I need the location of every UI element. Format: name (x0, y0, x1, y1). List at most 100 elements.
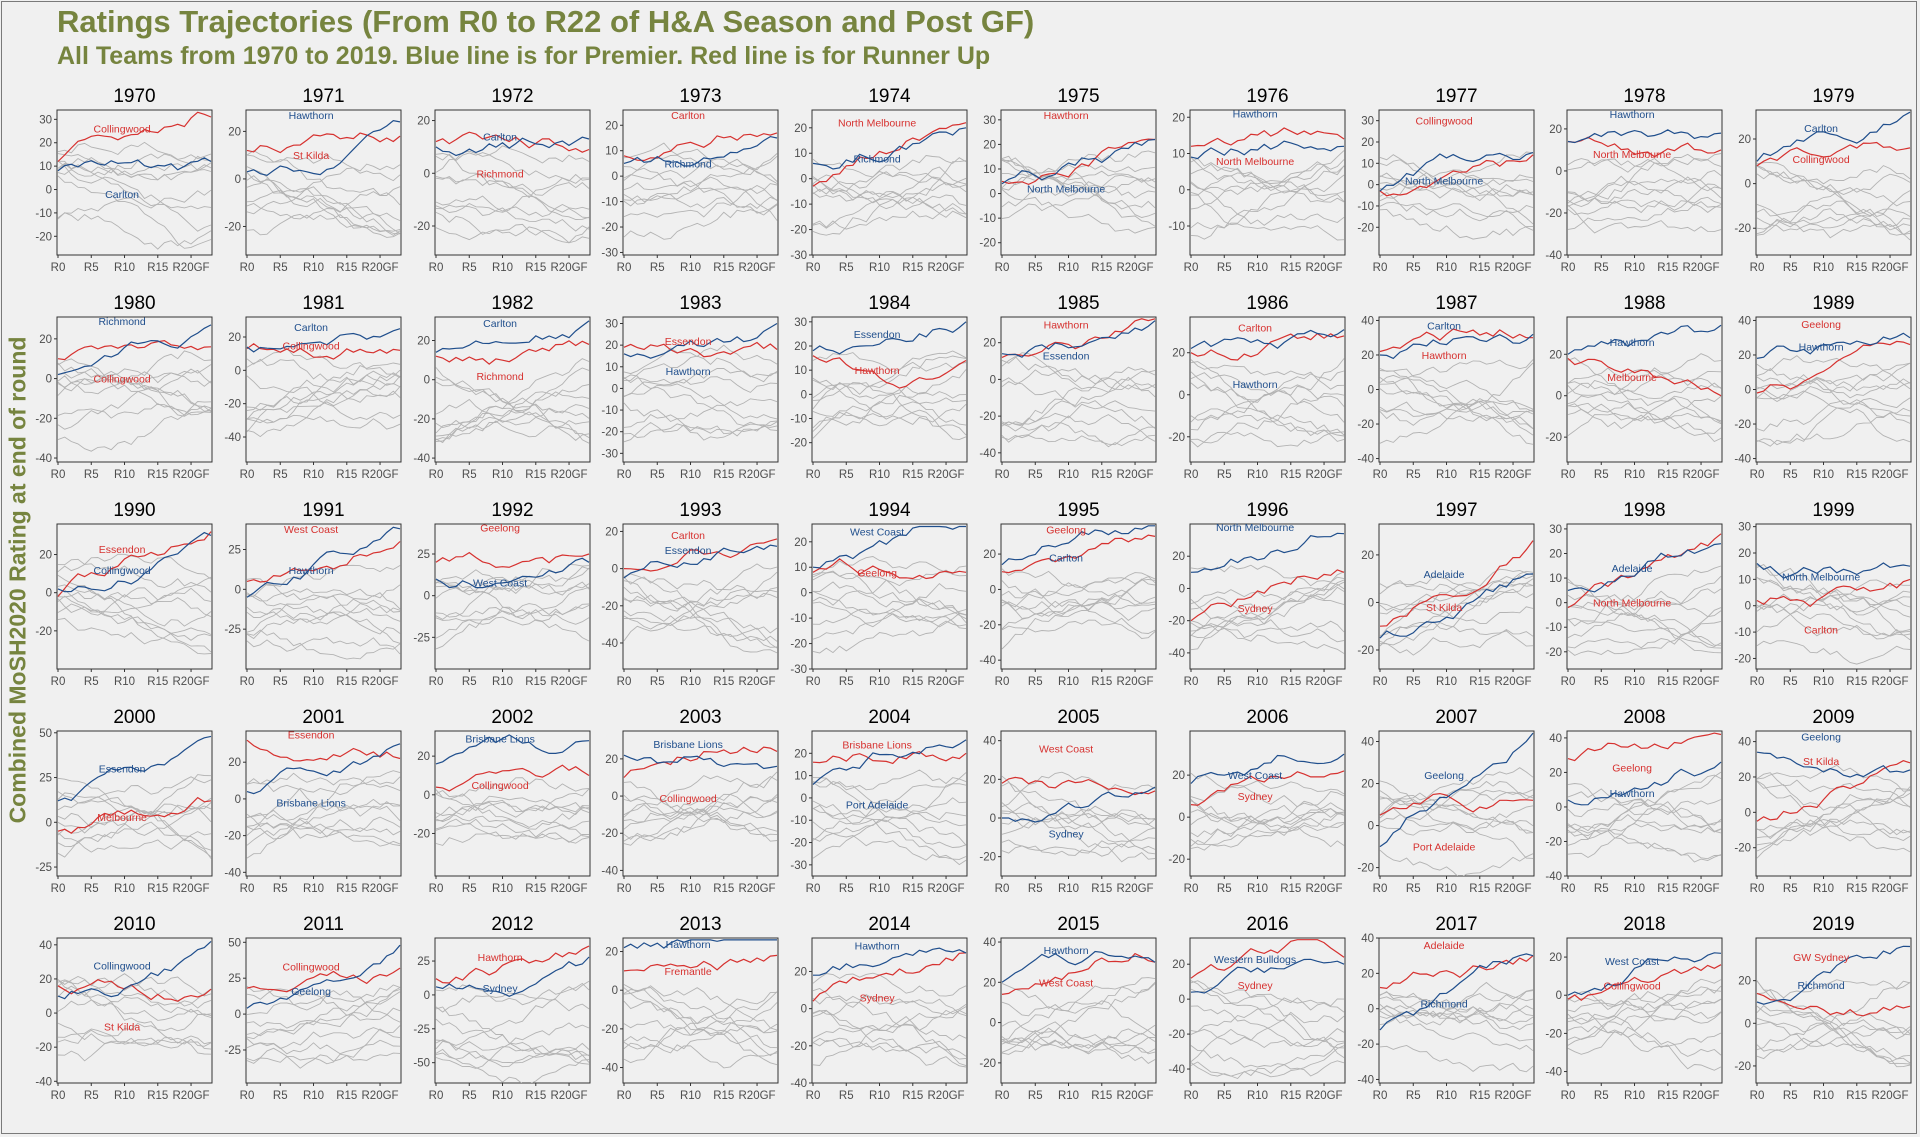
series-lines (1756, 332, 1911, 447)
x-tick-label: R10 (492, 469, 513, 481)
y-tick-label: -20 (1357, 863, 1374, 875)
other-team-line (57, 141, 212, 160)
premier-label: Hawthorn (1044, 945, 1089, 957)
runner-up-line (246, 541, 401, 583)
y-tick-label: -20 (790, 438, 807, 450)
other-team-line (1756, 165, 1911, 207)
premier-line (435, 320, 590, 353)
x-tick-label: R0 (429, 262, 444, 274)
x-tick-label: R20GF (1872, 676, 1909, 688)
panel-2003: 2003 20 0 -20 -40 R0 R5 R10 R15 R20GF Collingwood B… (601, 707, 779, 895)
other-team-line (1756, 161, 1911, 236)
other-team-line (1379, 989, 1534, 1006)
other-team-line (1001, 174, 1156, 208)
other-team-line (57, 370, 212, 412)
other-team-line (246, 577, 401, 622)
y-tick-label: 20 (794, 537, 807, 549)
y-tick-label: -20 (1545, 1028, 1562, 1040)
other-team-line (57, 797, 212, 836)
x-tick-label: R20GF (362, 262, 399, 274)
other-team-line (57, 175, 212, 249)
other-team-line (1001, 802, 1156, 830)
premier-label: Hawthorn (289, 565, 334, 577)
x-tick-label: R20GF (739, 1090, 776, 1102)
x-tick-label: R5 (84, 676, 99, 688)
runner-up-line (1001, 138, 1156, 186)
other-team-line (1190, 181, 1345, 226)
x-tick-label: R15 (147, 262, 168, 274)
other-team-line (1190, 780, 1345, 802)
other-team-line (1567, 382, 1722, 405)
series-lines (435, 945, 590, 1083)
other-team-line (1756, 980, 1911, 1065)
runner-up-label: Geelong (1801, 319, 1841, 331)
y-tick-label: 20 (1738, 976, 1751, 988)
other-team-line (1379, 767, 1534, 816)
x-tick-label: R10 (1247, 469, 1268, 481)
runner-up-label: Adelaide (1424, 940, 1465, 952)
other-team-line (1190, 772, 1345, 818)
x-tick-label: R15 (1469, 883, 1490, 895)
runner-up-label: Carlton (671, 530, 705, 542)
x-tick-label: R0 (617, 469, 632, 481)
x-tick-label: R20GF (1683, 469, 1720, 481)
other-team-line (435, 793, 590, 838)
other-team-line (435, 204, 590, 232)
runner-up-line (435, 764, 590, 792)
other-team-line (246, 825, 401, 840)
x-tick-label: R20GF (1117, 1090, 1154, 1102)
panel-title: 2010 (113, 914, 155, 935)
other-team-line (812, 1009, 967, 1066)
other-team-line (623, 571, 778, 612)
y-tick-label: 20 (983, 977, 996, 989)
series-lines (812, 525, 967, 654)
premier-line (435, 557, 590, 589)
y-tick-label: 20 (417, 751, 430, 763)
runner-up-line (1756, 760, 1911, 822)
y-tick-label: 0 (1556, 802, 1562, 814)
runner-up-label: Collingwood (1792, 154, 1849, 166)
other-team-line (623, 615, 778, 642)
y-tick-label: -20 (1357, 1039, 1374, 1051)
series-lines (1001, 525, 1156, 650)
x-tick-label: R5 (273, 1090, 288, 1102)
panel-title: 2008 (1623, 707, 1665, 728)
other-team-line (246, 347, 401, 378)
panel-1998: 1998 30 20 10 0 -10 -20 R0 R5 R10 R15 R20GF North Me… (1545, 500, 1723, 688)
panel-1995: 1995 20 0 -20 -40 R0 R5 R10 R15 R20GF Geelong Carlt… (979, 500, 1157, 688)
x-tick-label: R20GF (551, 676, 588, 688)
other-team-line (1756, 1024, 1911, 1060)
runner-up-line (1190, 127, 1345, 147)
x-tick-label: R10 (1436, 262, 1457, 274)
x-tick-label: R15 (1280, 262, 1301, 274)
other-team-line (57, 153, 212, 176)
runner-up-label: West Coast (1039, 977, 1093, 989)
x-tick-label: R10 (1058, 262, 1079, 274)
y-tick-label: 0 (1745, 385, 1751, 397)
x-tick-label: R10 (1247, 1090, 1268, 1102)
other-team-line (246, 770, 401, 859)
panel-title: 1972 (491, 86, 533, 107)
x-tick-label: R0 (806, 676, 821, 688)
runner-up-line (246, 967, 401, 993)
x-tick-label: R15 (1280, 676, 1301, 688)
x-tick-label: R20GF (1683, 883, 1720, 895)
premier-line (1001, 138, 1156, 185)
other-team-line (1190, 808, 1345, 838)
y-tick-label: 0 (612, 564, 618, 576)
y-tick-label: -20 (1734, 843, 1751, 855)
other-team-line (1379, 388, 1534, 430)
x-tick-label: R5 (1217, 1090, 1232, 1102)
runner-up-label: Carlton (1804, 624, 1838, 636)
other-team-line (57, 584, 212, 618)
runner-up-label: Collingwood (282, 340, 339, 352)
other-team-line (1190, 980, 1345, 1013)
panel-1977: 1977 30 20 10 0 -10 -20 R0 R5 R10 R15 R20GF Collingw… (1357, 86, 1535, 274)
y-tick-label: -20 (413, 221, 430, 233)
y-tick-label: -40 (1168, 648, 1185, 660)
x-tick-label: R5 (1217, 883, 1232, 895)
other-team-line (1379, 602, 1534, 624)
other-team-line (57, 589, 212, 653)
other-team-line (1756, 788, 1911, 859)
